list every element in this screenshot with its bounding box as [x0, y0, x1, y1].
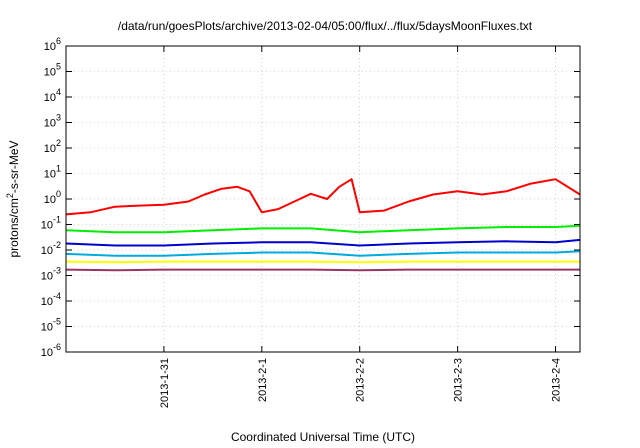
y-tick-label: 10-4 [41, 291, 61, 308]
x-tick-label: 2013-2-1 [257, 358, 269, 402]
y-axis: 10-610-510-410-310-210-11001011021031041… [41, 36, 580, 359]
x-tick-label: 2013-1-31 [159, 358, 171, 408]
y-tick-label-base: 10 [41, 322, 53, 334]
y-tick-label: 100 [44, 189, 61, 206]
series-line-2 [65, 224, 581, 234]
series-line-5 [65, 260, 580, 264]
y-tick-label-exp: 2 [56, 138, 61, 148]
y-tick-label-base: 10 [41, 347, 53, 359]
y-tick-label: 106 [44, 36, 61, 53]
x-axis: 2013-1-31 2013-2-1 2013-2-2 2013-2-3 2013-2-… [159, 46, 563, 408]
y-tick-label: 105 [44, 62, 61, 79]
y-tick-label: 10-6 [41, 342, 61, 359]
y-tick-label-exp: 0 [56, 189, 61, 199]
plot-frame [65, 45, 581, 353]
y-tick-label: 10-5 [41, 317, 61, 334]
series-lines [65, 178, 581, 272]
y-tick-label-exp: -3 [53, 266, 61, 276]
y-tick-label-base: 10 [41, 271, 53, 283]
y-tick-label: 10-1 [41, 215, 61, 232]
y-tick-label-exp: -1 [53, 215, 61, 225]
y-tick-label-exp: 6 [56, 36, 61, 46]
y-tick-label-base: 10 [41, 220, 53, 232]
y-tick-label: 102 [44, 138, 61, 155]
y-axis-label: protons/cm2-s-sr-MeV [5, 140, 21, 257]
x-tick-label: 2013-2-3 [453, 358, 465, 402]
series-line-3 [65, 238, 581, 247]
y-tick-label-base: 10 [41, 296, 53, 308]
y-axis-label-sup: 2 [5, 193, 15, 198]
y-tick-label-base: 10 [44, 118, 56, 130]
y-tick-label-base: 10 [41, 245, 53, 257]
grid [66, 45, 580, 353]
y-tick-label: 103 [44, 113, 61, 130]
series-line-4 [65, 250, 581, 257]
y-tick-label-base: 10 [44, 194, 56, 206]
y-tick-label-exp: 4 [56, 87, 61, 97]
y-tick-label-exp: -6 [53, 342, 61, 352]
y-tick-label-base: 10 [44, 41, 56, 53]
series-line-6 [65, 268, 580, 272]
y-tick-label-base: 10 [44, 67, 56, 79]
y-tick-label-exp: 1 [56, 164, 61, 174]
y-tick-label-base: 10 [44, 169, 56, 181]
y-tick-label-exp: -4 [53, 291, 61, 301]
y-axis-label-pre: protons/cm [7, 198, 21, 257]
y-tick-label-base: 10 [44, 92, 56, 104]
y-tick-label: 101 [44, 164, 61, 181]
y-tick-label-exp: 3 [56, 113, 61, 123]
y-tick-label-exp: -5 [53, 317, 61, 327]
y-tick-label: 10-3 [41, 266, 61, 283]
y-tick-label: 10-2 [41, 240, 61, 257]
y-tick-label: 104 [44, 87, 61, 104]
y-tick-label-exp: 5 [56, 62, 61, 72]
y-axis-label-post: -s-sr-MeV [7, 140, 21, 193]
chart-title: /data/run/goesPlots/archive/2013-02-04/0… [118, 19, 533, 33]
y-tick-label-exp: -2 [53, 240, 61, 250]
series-line-1 [65, 178, 581, 216]
x-tick-label: 2013-2-2 [355, 358, 367, 402]
x-axis-label: Coordinated Universal Time (UTC) [231, 430, 415, 444]
y-tick-label-base: 10 [44, 143, 56, 155]
x-tick-label: 2013-2-4 [551, 358, 563, 402]
